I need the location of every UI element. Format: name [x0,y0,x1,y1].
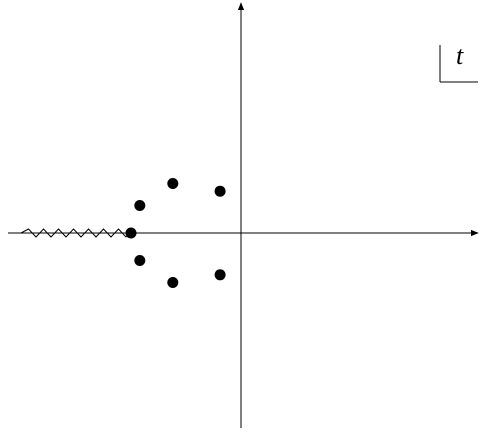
pole-point-4 [214,185,226,197]
plane-label: t [456,41,464,70]
pole-points [125,178,226,288]
pole-point-5 [134,255,146,266]
branch-cut-zigzag [20,228,132,238]
pole-point-6 [167,277,179,288]
pole-point-7 [214,269,226,281]
axes [8,2,479,428]
pole-point-2 [134,200,146,211]
pole-point-1 [125,227,137,239]
plane-label-box: t [439,41,478,83]
pole-point-3 [167,178,179,189]
